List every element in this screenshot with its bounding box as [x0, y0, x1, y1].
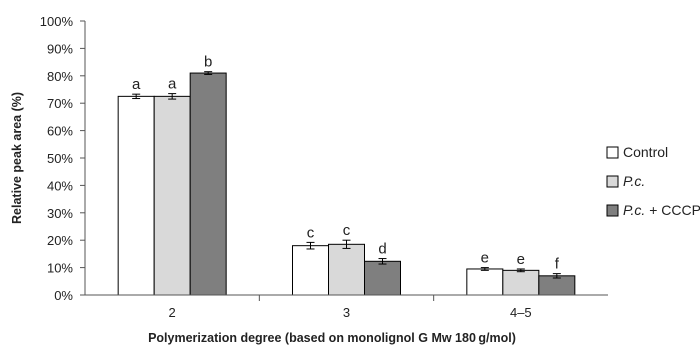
significance-label: d — [378, 241, 386, 258]
y-tick-label: 70% — [47, 96, 73, 111]
x-category-label: 3 — [343, 305, 350, 320]
legend-label: Control — [623, 144, 668, 160]
y-tick-label: 100% — [40, 14, 74, 29]
bar — [153, 95, 191, 296]
bar — [538, 275, 576, 296]
significance-label: c — [307, 224, 315, 241]
bar — [364, 260, 401, 296]
significance-label: a — [168, 76, 177, 93]
y-tick-label: 20% — [47, 233, 73, 248]
y-tick-label: 90% — [47, 41, 73, 56]
y-tick-label: 10% — [47, 261, 73, 276]
significance-label: c — [343, 222, 351, 239]
bar — [117, 95, 155, 296]
significance-label: e — [481, 250, 489, 267]
legend-label-part: P.c. — [623, 202, 645, 218]
bar — [502, 269, 540, 296]
legend-label: P.c. — [623, 173, 645, 189]
y-tick-label: 50% — [47, 151, 73, 166]
legend-swatch — [606, 204, 619, 217]
bar — [292, 245, 329, 296]
significance-label: f — [555, 256, 560, 273]
significance-label: a — [132, 76, 141, 93]
bars: a a b c c d e e f — [117, 54, 576, 296]
x-axis-title: Polymerization degree (based on monolign… — [148, 331, 516, 345]
legend-label-part: P.c. — [623, 173, 645, 189]
legend-label-part: + CCCP — [645, 202, 700, 218]
y-tick-label: 0% — [54, 288, 73, 303]
y-axis-ticks: 0% 10% 20% 30% 40% 50% 60% 70% 80% 90% 100% — [40, 14, 85, 303]
legend-label: P.c. + CCCP — [623, 202, 700, 218]
x-category-label: 2 — [169, 305, 176, 320]
significance-label: e — [517, 251, 525, 268]
bar — [328, 243, 365, 296]
bar — [189, 72, 227, 296]
y-tick-label: 30% — [47, 206, 73, 221]
bar — [466, 268, 504, 296]
y-tick-label: 40% — [47, 178, 73, 193]
x-category-label: 4–5 — [510, 305, 532, 320]
significance-label: b — [204, 54, 212, 71]
legend-swatch — [606, 175, 619, 188]
y-tick-label: 60% — [47, 124, 73, 139]
legend-label-part: Control — [623, 144, 668, 160]
legend-swatch — [606, 146, 619, 159]
y-tick-label: 80% — [47, 69, 73, 84]
y-axis-title: Relative peak area (%) — [10, 92, 24, 224]
axes: 2 3 4–5 — [84, 21, 608, 320]
